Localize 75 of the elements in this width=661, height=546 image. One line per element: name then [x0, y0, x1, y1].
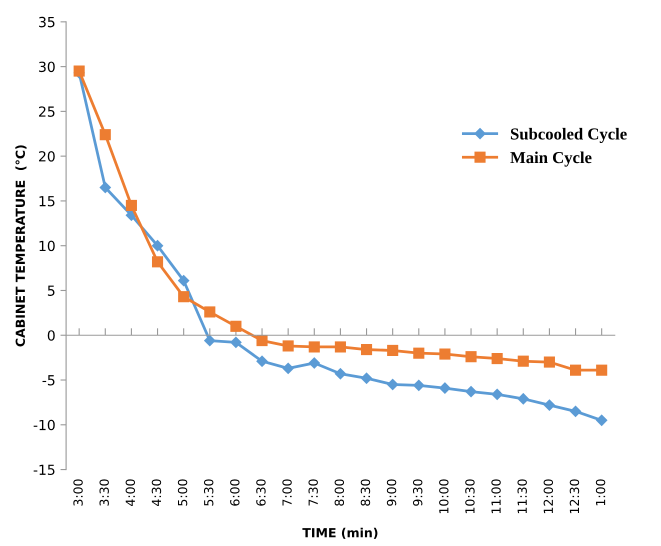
- x-tick-label: 12:30: [570, 479, 580, 514]
- point: [465, 386, 477, 398]
- x-tick-label: 6:30: [256, 479, 266, 506]
- point: [439, 348, 450, 360]
- point: [100, 182, 111, 194]
- x-tick-label: 4:00: [126, 479, 136, 506]
- point: [387, 344, 398, 356]
- x-tick-label: 1:00: [596, 479, 606, 506]
- x-tick-label: 10:30: [465, 479, 475, 514]
- point: [204, 306, 216, 318]
- y-axis-title: CABINET TEMPERATURE (°C): [15, 145, 26, 346]
- y-tick-label: 30: [39, 62, 55, 72]
- point: [256, 356, 268, 367]
- point: [282, 340, 294, 352]
- point: [492, 352, 503, 364]
- x-tick-label: 5:30: [204, 479, 214, 506]
- point: [570, 406, 582, 417]
- point: [360, 344, 372, 356]
- y-tick-label: 15: [40, 196, 54, 206]
- point: [256, 335, 268, 346]
- point: [518, 393, 529, 404]
- y-tick-label: 10: [40, 240, 55, 252]
- point: [334, 368, 346, 380]
- point: [544, 356, 555, 368]
- point: [100, 129, 111, 140]
- y-tick-label: 0: [48, 330, 55, 341]
- x-tick-label: 8:00: [334, 479, 344, 506]
- point: [596, 414, 608, 426]
- x-tick-label: 11:30: [517, 479, 527, 514]
- point: [152, 256, 164, 268]
- point: [413, 380, 424, 391]
- point: [387, 378, 398, 390]
- y-tick-label: 20: [39, 151, 55, 162]
- x-tick-label: 4:30: [152, 479, 162, 506]
- x-tick-label: 10:00: [439, 479, 449, 514]
- x-tick-label: 3:00: [73, 479, 83, 506]
- y-tick-label: 5: [48, 286, 54, 296]
- point: [334, 341, 346, 352]
- point: [360, 372, 372, 384]
- point: [178, 275, 190, 286]
- point: [492, 388, 503, 400]
- point: [282, 362, 294, 374]
- point: [596, 364, 608, 376]
- y-tick-label: -10: [34, 420, 55, 430]
- point: [544, 399, 556, 411]
- point: [439, 382, 451, 394]
- point: [204, 335, 216, 346]
- x-tick-label: 9:00: [386, 479, 396, 506]
- x-tick-label: 9:30: [412, 479, 422, 506]
- x-tick-label: 8:30: [360, 479, 370, 506]
- point: [230, 336, 242, 348]
- y-tick-label: -15: [34, 464, 54, 476]
- x-tick-label: 12:00: [544, 479, 554, 514]
- point: [413, 348, 424, 359]
- x-tick-label: 3:30: [99, 479, 109, 506]
- x-tick-label: 11:00: [491, 479, 501, 514]
- x-tick-label: 6:00: [230, 479, 240, 506]
- point: [178, 291, 190, 302]
- point: [518, 356, 529, 367]
- legend-label: Subcooled Cycle: [510, 128, 627, 144]
- y-tick-label: 25: [39, 106, 54, 117]
- point: [308, 357, 320, 369]
- point: [570, 364, 582, 376]
- point: [126, 200, 137, 211]
- y-tick-label: 35: [39, 16, 54, 28]
- point: [230, 320, 242, 332]
- x-tick-label: 7:00: [282, 479, 292, 506]
- point: [152, 240, 164, 252]
- x-tick-label: 7:30: [308, 479, 318, 506]
- point: [308, 341, 320, 352]
- x-tick-label: 5:00: [178, 479, 188, 506]
- point: [465, 351, 477, 362]
- y-tick-label: -5: [42, 375, 54, 386]
- legend-label: Main Cycle: [510, 151, 592, 167]
- x-axis-title: TIME (min): [302, 528, 378, 539]
